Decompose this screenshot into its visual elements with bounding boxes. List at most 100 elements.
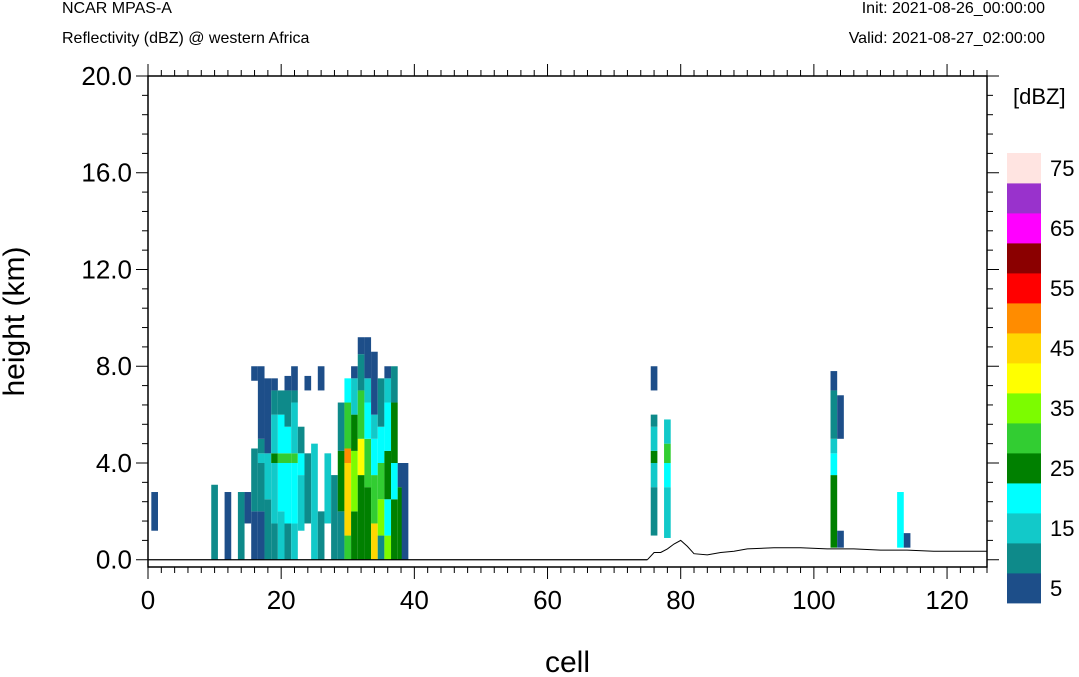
- reflectivity-cell: [391, 402, 398, 463]
- y-axis-ticks: 0.0 4.0 8.0 12.0 16.0 20.0: [81, 61, 999, 575]
- reflectivity-cell: [397, 487, 405, 560]
- reflectivity-cell: [351, 511, 358, 560]
- colorbar-swatch: [1007, 333, 1041, 364]
- reflectivity-cell: [264, 378, 272, 454]
- colorbar-swatch: [1007, 153, 1041, 184]
- reflectivity-cell: [344, 402, 352, 449]
- reflectivity-cell: [251, 448, 258, 512]
- reflectivity-cell: [351, 450, 358, 512]
- reflectivity-cell: [384, 535, 392, 560]
- colorbar-swatch: [1007, 423, 1041, 454]
- x-tick-label: 120: [925, 585, 968, 615]
- reflectivity-cell: [271, 378, 278, 391]
- reflectivity-cell: [391, 366, 398, 403]
- reflectivity-cell: [650, 414, 658, 427]
- reflectivity-cell: [284, 523, 292, 560]
- reflectivity-cell: [903, 533, 911, 548]
- reflectivity-cell: [251, 366, 258, 381]
- reflectivity-cell: [830, 390, 838, 439]
- reflectivity-cell: [384, 450, 392, 500]
- colorbar-tick-label: 5: [1050, 576, 1062, 601]
- colorbar-swatch: [1007, 513, 1041, 544]
- reflectivity-cell: [371, 475, 378, 524]
- y-tick-label: 0.0: [96, 545, 132, 575]
- reflectivity-cell: [357, 438, 365, 476]
- colorbar-swatch: [1007, 213, 1041, 244]
- reflectivity-cell: [304, 453, 312, 524]
- reflectivity-cell: [837, 530, 844, 548]
- colorbar-tick-label: 45: [1050, 336, 1074, 361]
- reflectivity-cell: [291, 453, 298, 463]
- reflectivity-cell: [297, 453, 305, 476]
- reflectivity-cell: [344, 448, 352, 463]
- reflectivity-cell: [351, 378, 358, 415]
- reflectivity-cell: [337, 450, 345, 512]
- reflectivity-cell: [271, 463, 278, 524]
- reflectivity-cell: [284, 453, 292, 463]
- colorbar-swatch: [1007, 573, 1041, 604]
- reflectivity-cell: [357, 337, 365, 355]
- reflectivity-cell: [364, 402, 372, 439]
- reflectivity-cell: [277, 390, 285, 415]
- reflectivity-cell: [830, 371, 838, 391]
- reflectivity-cell: [837, 395, 844, 439]
- reflectivity-cell: [257, 438, 265, 454]
- reflectivity-cell: [650, 487, 658, 536]
- reflectivity-cell: [650, 463, 658, 488]
- reflectivity-cell: [284, 375, 292, 391]
- colorbar-tick-label: 25: [1050, 456, 1074, 481]
- reflectivity-cell: [271, 453, 278, 463]
- x-axis-ticks: 0 20 40 60 80 100 120: [141, 64, 988, 615]
- x-tick-label: 100: [792, 585, 835, 615]
- reflectivity-cell: [291, 523, 298, 560]
- reflectivity-cell: [664, 419, 671, 444]
- reflectivity-cell: [237, 492, 245, 560]
- reflectivity-cell: [291, 390, 298, 403]
- colorbar-tick-label: 55: [1050, 276, 1074, 301]
- colorbar-swatch: [1007, 303, 1041, 334]
- reflectivity-cell: [371, 414, 378, 439]
- reflectivity-cell: [257, 453, 265, 463]
- reflectivity-cell: [264, 499, 272, 560]
- reflectivity-cell: [317, 366, 325, 391]
- reflectivity-cell: [297, 475, 305, 531]
- colorbar-tick-label: 75: [1050, 156, 1074, 181]
- reflectivity-cell: [364, 438, 372, 488]
- colorbar-swatch: [1007, 243, 1041, 274]
- reflectivity-cell: [324, 453, 332, 524]
- reflectivity-cell: [357, 354, 365, 391]
- reflectivity-cell: [650, 366, 658, 391]
- reflectivity-cell: [297, 426, 305, 454]
- reflectivity-cell: [830, 453, 838, 476]
- reflectivity-cell: [257, 511, 265, 560]
- reflectivity-cell: [830, 475, 838, 548]
- reflectivity-cell: [257, 366, 265, 439]
- reflectivity-cell: [391, 463, 398, 500]
- reflectivity-cell: [284, 426, 292, 454]
- reflectivity-cell: [371, 351, 378, 415]
- reflectivity-cell: [277, 414, 285, 454]
- reflectivity-cell: [277, 453, 285, 463]
- colorbar-label: [dBZ]: [1013, 84, 1066, 109]
- reflectivity-cell: [371, 438, 378, 476]
- reflectivity-cell: [364, 487, 372, 560]
- reflectivity-cell: [224, 492, 232, 560]
- reflectivity-cell: [244, 492, 252, 524]
- reflectivity-cell: [664, 487, 671, 538]
- terrain-profile: [148, 539, 987, 561]
- reflectivity-cell: [830, 438, 838, 454]
- reflectivity-cell: [377, 426, 385, 463]
- reflectivity-cell: [351, 414, 358, 451]
- reflectivity-cell: [664, 443, 671, 463]
- colorbar-tick-label: 35: [1050, 396, 1074, 421]
- reflectivity-cell: [271, 523, 278, 560]
- colorbar-swatch: [1007, 453, 1041, 484]
- reflectivity-cell: [650, 450, 658, 463]
- reflectivity-cell: [401, 463, 409, 560]
- reflectivity-cell: [277, 463, 285, 512]
- colorbar-swatch: [1007, 363, 1041, 394]
- reflectivity-cell: [291, 463, 298, 524]
- colorbar-tick-label: 15: [1050, 516, 1074, 541]
- reflectivity-cell: [384, 366, 392, 379]
- reflectivity-cell: [317, 511, 325, 560]
